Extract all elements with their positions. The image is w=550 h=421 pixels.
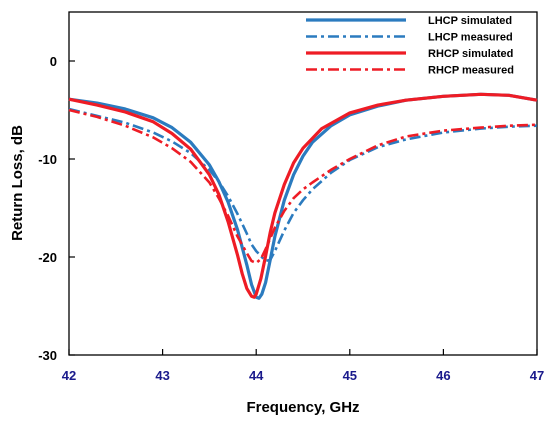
y-tick-label: -20 [38, 250, 57, 265]
y-tick-label: -10 [38, 152, 57, 167]
y-tick-label: -30 [38, 348, 57, 363]
y-axis-title: Return Loss, dB [9, 125, 26, 241]
x-tick-label: 42 [62, 368, 76, 383]
series-line-rhcp-simulated [68, 92, 538, 299]
x-tick-label: 43 [155, 368, 169, 383]
legend-label-lhcp-measured: LHCP measured [428, 32, 513, 44]
series-line-rhcp-measured [68, 108, 538, 265]
x-tick-label: 45 [343, 368, 357, 383]
plot-frame [68, 11, 538, 356]
x-axis-title: Frequency, GHz [246, 399, 359, 416]
x-tick-label: 47 [530, 368, 544, 383]
x-tick-label: 46 [436, 368, 450, 383]
axis-ticks: 42 43 44 45 46 47 0 -10 -20 -30 [38, 54, 544, 383]
legend-label-rhcp-simulated: RHCP simulated [428, 48, 513, 60]
legend-label-rhcp-measured: RHCP measured [428, 65, 514, 77]
legend: LHCP simulated LHCP measured RHCP simulate… [306, 15, 514, 77]
series-layer [68, 92, 538, 300]
y-tick-label: 0 [50, 54, 57, 69]
legend-label-lhcp-simulated: LHCP simulated [428, 15, 512, 27]
x-tick-label: 44 [249, 368, 264, 383]
